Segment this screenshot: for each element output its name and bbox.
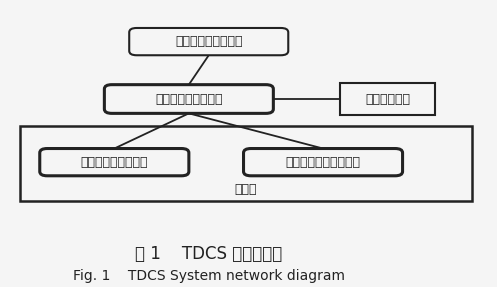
Text: Fig. 1    TDCS System network diagram: Fig. 1 TDCS System network diagram [73,269,345,282]
FancyBboxPatch shape [340,83,435,115]
FancyBboxPatch shape [40,148,189,176]
Text: 铁道局调度指挥中心: 铁道局调度指挥中心 [155,92,223,106]
FancyBboxPatch shape [104,85,273,113]
FancyBboxPatch shape [244,148,403,176]
Text: 车站基层调度指挥网: 车站基层调度指挥网 [81,156,148,169]
FancyBboxPatch shape [20,126,472,201]
Text: 分界口基层调度指挥网: 分界口基层调度指挥网 [286,156,360,169]
FancyBboxPatch shape [129,28,288,55]
Text: 基层网: 基层网 [235,183,257,196]
Text: 铁道部调度指挥中心: 铁道部调度指挥中心 [175,35,243,48]
Text: 现有其他系统: 现有其他系统 [365,92,410,106]
Text: 图 1    TDCS 系统网络图: 图 1 TDCS 系统网络图 [135,245,282,263]
